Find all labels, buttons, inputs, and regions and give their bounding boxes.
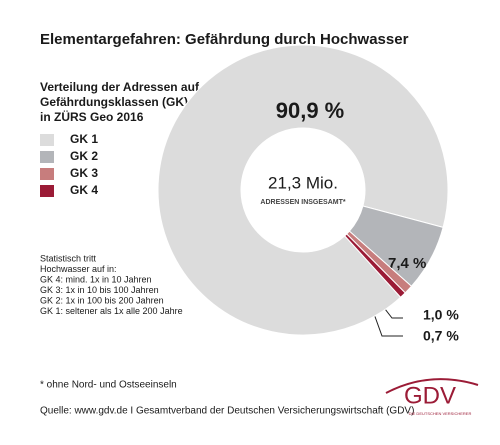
legend-swatch	[40, 134, 54, 146]
center-sublabel: ADRESSEN INSGESAMT*	[260, 199, 345, 206]
subtitle: Gefährdungsklassen (GK)	[40, 95, 188, 109]
annotation: GK 4: mind. 1x in 10 Jahren	[40, 274, 152, 284]
donut-segment	[344, 233, 406, 298]
value-label: 7,4 %	[388, 255, 426, 272]
center-label: 21,3 Mio.	[268, 173, 338, 192]
annotation: Statistisch tritt	[40, 253, 97, 263]
annotation: GK 1: seltener als 1x alle 200 Jahre	[40, 306, 183, 316]
chart-title: Elementargefahren: Gefährdung durch Hoch…	[40, 31, 409, 48]
subtitle: in ZÜRS Geo 2016	[40, 109, 144, 124]
legend-swatch	[40, 168, 54, 180]
legend-swatch	[40, 151, 54, 163]
subtitle: Verteilung der Adressen auf die	[40, 80, 220, 94]
logo-tagline: DIE DEUTSCHEN VERSICHERER	[409, 411, 472, 416]
footnote: * ohne Nord- und Ostseeinseln	[40, 380, 177, 391]
value-label: 0,7 %	[423, 328, 459, 344]
legend-swatch	[40, 185, 54, 197]
annotation: GK 3: 1x in 10 bis 100 Jahren	[40, 285, 159, 295]
value-label: 1,0 %	[423, 307, 459, 323]
legend-label: GK 2	[70, 149, 98, 163]
source: Quelle: www.gdv.de I Gesamtverband der D…	[40, 406, 414, 417]
legend-label: GK 4	[70, 183, 98, 197]
logo-swoosh	[385, 378, 479, 394]
legend-label: GK 1	[70, 132, 98, 146]
value-label: 90,9 %	[276, 98, 345, 123]
annotation: Hochwasser auf in:	[40, 264, 117, 274]
annotation: GK 2: 1x in 100 bis 200 Jahren	[40, 295, 164, 305]
legend-label: GK 3	[70, 166, 98, 180]
donut-segment	[157, 44, 449, 336]
logo-text: GDV	[404, 382, 456, 409]
